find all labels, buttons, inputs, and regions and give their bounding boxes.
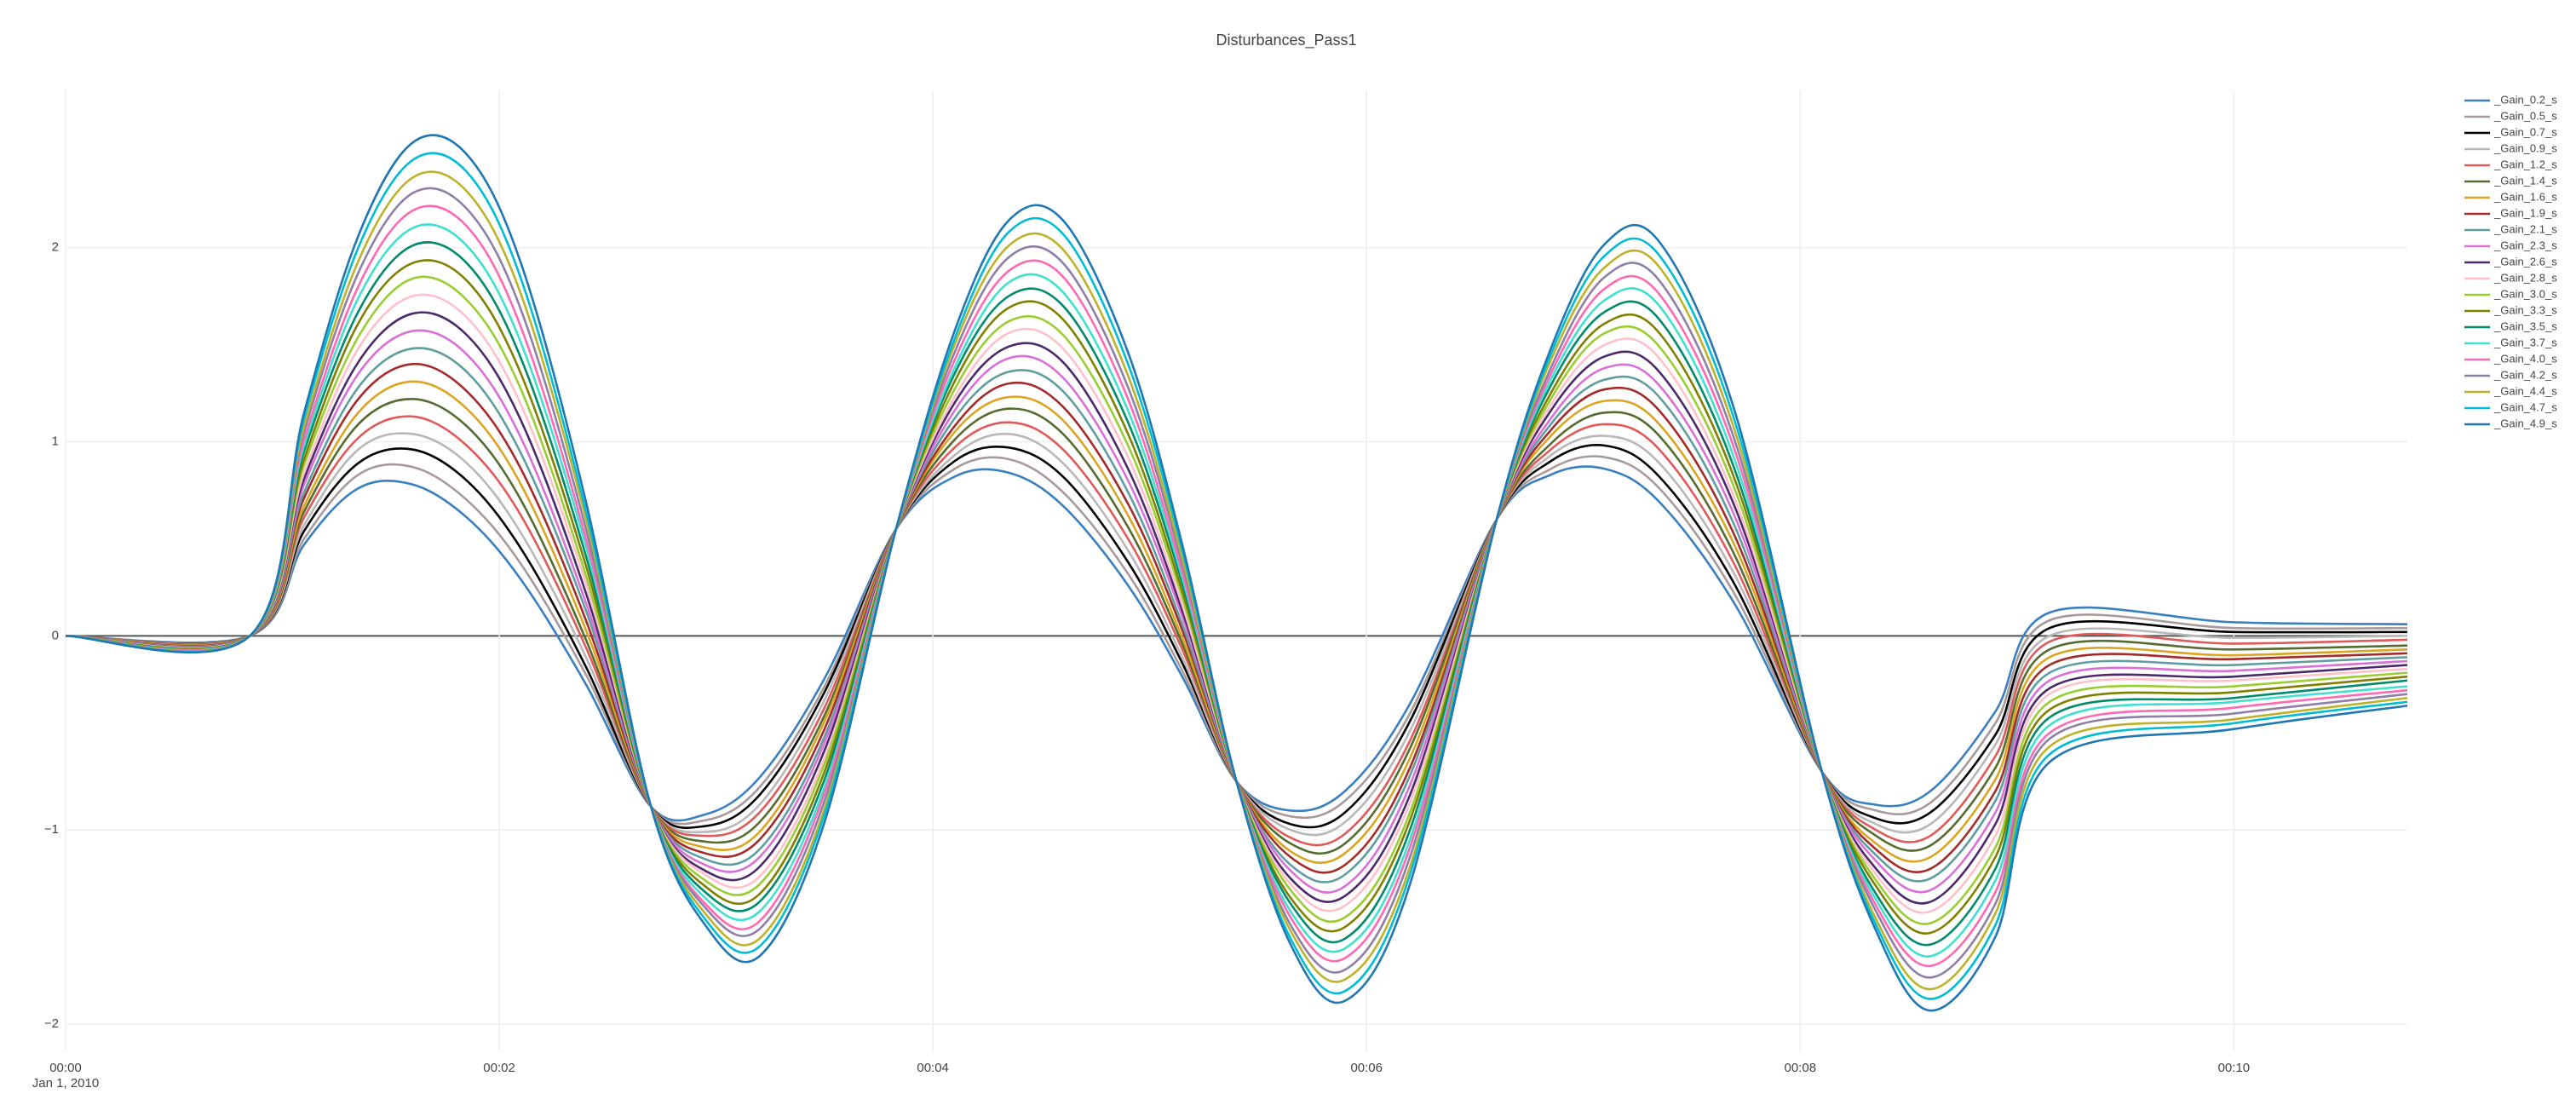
legend-label: _Gain_4.9_s — [2493, 417, 2557, 429]
legend-label: _Gain_0.7_s — [2493, 125, 2557, 138]
series-line — [65, 259, 2408, 935]
legend-label: _Gain_2.6_s — [2493, 255, 2557, 268]
x-tick-label: 00:02 — [483, 1061, 515, 1075]
legend-label: _Gain_1.2_s — [2493, 158, 2557, 170]
legend-label: _Gain_2.1_s — [2493, 222, 2557, 235]
grid — [65, 90, 2407, 1051]
series-line — [65, 444, 2408, 829]
series-line — [65, 241, 2408, 947]
series-line — [65, 311, 2408, 905]
x-date-label: Jan 1, 2010 — [32, 1076, 99, 1091]
legend-label: _Gain_2.8_s — [2493, 271, 2557, 284]
legend-label: _Gain_1.6_s — [2493, 190, 2557, 203]
legend-label: _Gain_0.2_s — [2493, 93, 2557, 106]
legend-label: _Gain_4.4_s — [2493, 384, 2557, 397]
legend-label: _Gain_0.5_s — [2493, 109, 2557, 122]
legend-label: _Gain_3.5_s — [2493, 319, 2557, 332]
series-line — [65, 415, 2408, 847]
series-line — [65, 380, 2408, 865]
legend-label: _Gain_3.3_s — [2493, 303, 2557, 316]
legend-label: _Gain_1.4_s — [2493, 174, 2557, 187]
series-line — [65, 293, 2408, 914]
legend-label: _Gain_4.2_s — [2493, 368, 2557, 381]
legend: _Gain_0.2_s _Gain_0.5_s _Gain_0.7_s _Gain_0… — [2464, 93, 2557, 429]
x-tick-label: 00:04 — [917, 1061, 949, 1075]
legend-label: _Gain_3.7_s — [2493, 336, 2557, 348]
series-line — [65, 363, 2408, 874]
y-tick-label: 2 — [52, 240, 59, 255]
legend-label: _Gain_0.9_s — [2493, 141, 2557, 154]
series-line — [65, 152, 2408, 1000]
legend-label: _Gain_2.3_s — [2493, 239, 2557, 251]
legend-label: _Gain_3.0_s — [2493, 287, 2557, 300]
series-line — [65, 455, 2408, 826]
y-tick-label: 1 — [52, 434, 59, 448]
legend-label: _Gain_1.9_s — [2493, 206, 2557, 219]
plot-lines — [65, 134, 2408, 1012]
legend-label: _Gain_4.7_s — [2493, 400, 2557, 413]
y-tick-label: −1 — [44, 822, 59, 837]
series-line — [65, 223, 2408, 958]
x-tick-label: 00:08 — [1785, 1061, 1817, 1075]
series-line — [65, 187, 2408, 979]
y-tick-label: 0 — [52, 628, 59, 642]
x-tick-label: 00:10 — [2218, 1061, 2251, 1075]
series-line — [65, 398, 2408, 855]
series-line — [65, 134, 2408, 1012]
x-tick-label: 00:06 — [1350, 1061, 1383, 1075]
series-line — [65, 347, 2408, 883]
axes: −2 −1 0 1 2 00:00 00:02 00:04 00:06 00:08 00:10 Jan… — [32, 240, 2250, 1091]
series-line — [65, 465, 2408, 822]
x-tick-label: 00:00 — [49, 1061, 82, 1075]
series-line — [65, 329, 2408, 894]
y-tick-label: −2 — [44, 1016, 59, 1031]
series-line — [65, 432, 2408, 837]
series-line — [65, 204, 2408, 968]
legend-label: _Gain_4.0_s — [2493, 352, 2557, 365]
chart-title: Disturbances_Pass1 — [1216, 32, 1356, 49]
series-line — [65, 275, 2408, 925]
